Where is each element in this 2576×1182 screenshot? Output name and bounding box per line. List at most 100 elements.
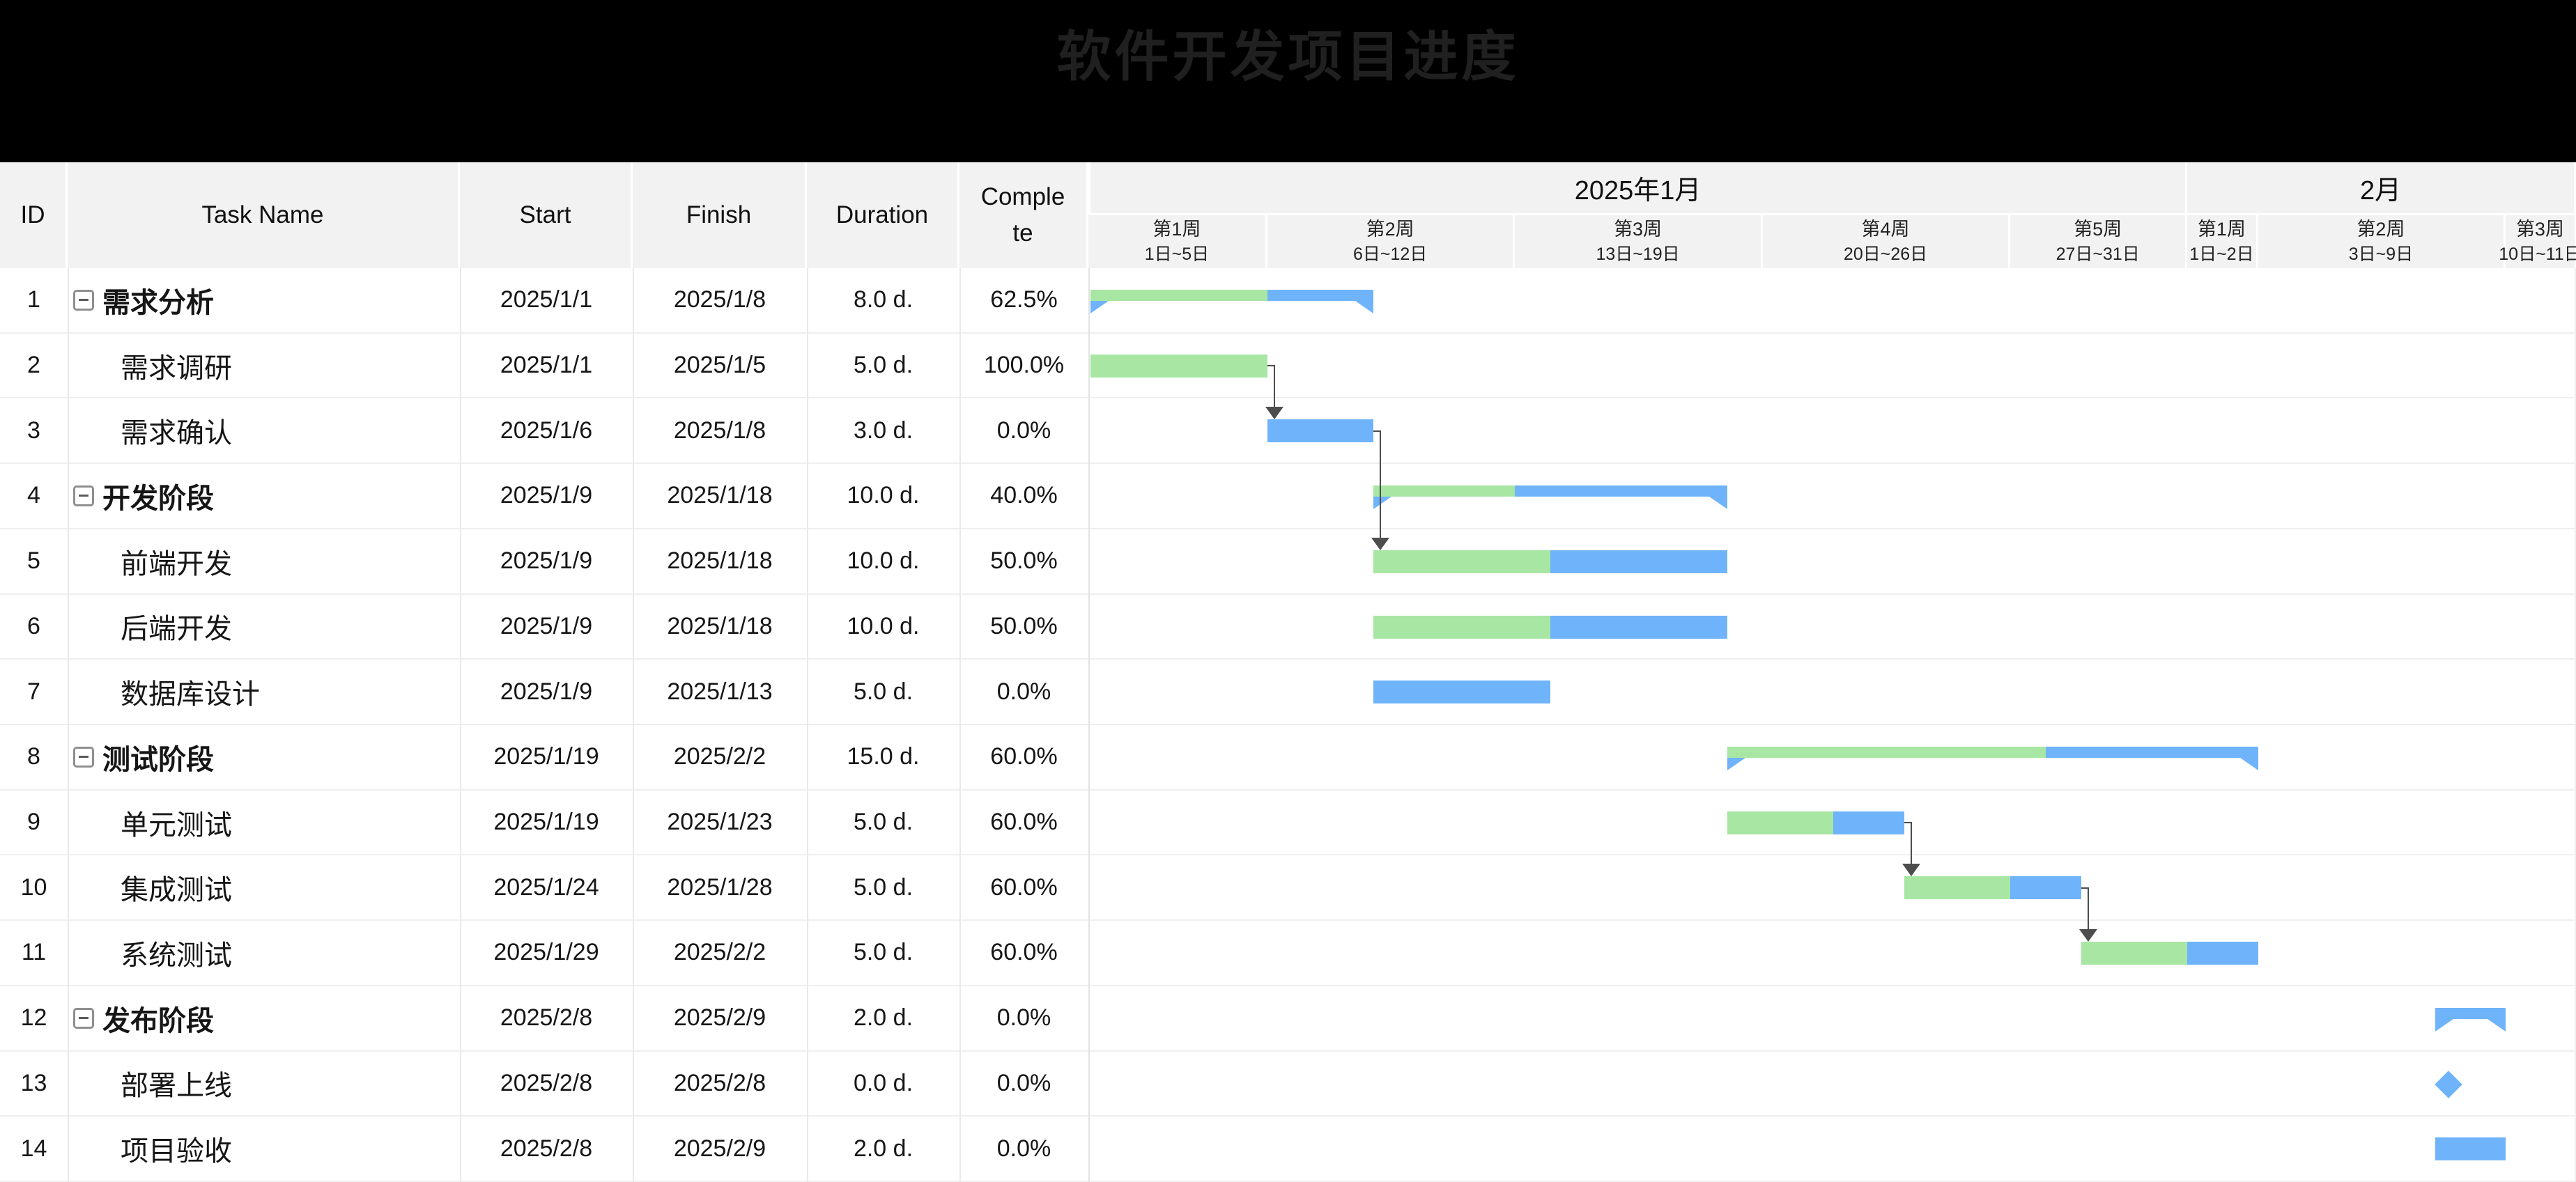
- task-name-cell[interactable]: 开发阶段: [68, 464, 460, 528]
- gantt-bar-task[interactable]: [1373, 681, 1551, 704]
- task-finish-cell[interactable]: 2025/1/13: [667, 678, 773, 705]
- gantt-bar-summary[interactable]: [1090, 290, 1374, 335]
- task-finish-cell[interactable]: 2025/1/18: [667, 547, 773, 575]
- task-name-cell[interactable]: 需求调研: [68, 334, 460, 398]
- task-duration-cell[interactable]: 8.0 d.: [853, 286, 913, 313]
- column-separator: [460, 268, 461, 1182]
- task-name-cell[interactable]: 系统测试: [68, 921, 460, 985]
- task-start-cell[interactable]: 2025/1/9: [500, 612, 593, 639]
- table-row: 1 需求分析 2025/1/1 2025/1/8 8.0 d. 62.5%: [0, 268, 2576, 334]
- task-finish-cell[interactable]: 2025/1/28: [667, 873, 773, 901]
- task-complete-cell[interactable]: 40.0%: [990, 482, 1058, 509]
- timeline-end-gridline: [2574, 268, 2576, 1182]
- task-name-cell[interactable]: 单元测试: [68, 791, 460, 855]
- task-name-label: 发布阶段: [102, 1004, 214, 1036]
- task-duration-cell[interactable]: 15.0 d.: [847, 743, 920, 770]
- gantt-bar-task[interactable]: [1373, 550, 1728, 573]
- task-duration-cell[interactable]: 10.0 d.: [847, 482, 920, 509]
- week-header-cell: 第1周 1日~5日: [1088, 215, 1265, 268]
- gantt-bar-task[interactable]: [1373, 615, 1728, 639]
- task-complete-cell[interactable]: 0.0%: [996, 1069, 1051, 1096]
- task-start-cell[interactable]: 2025/1/1: [500, 352, 593, 379]
- gantt-bar-summary[interactable]: [1373, 485, 1728, 531]
- dependency-arrow-icon: [1371, 537, 1390, 550]
- task-name-cell[interactable]: 需求确认: [68, 398, 460, 462]
- task-name-cell[interactable]: 数据库设计: [68, 660, 460, 724]
- gantt-bar-task[interactable]: [2081, 942, 2258, 965]
- task-start-cell[interactable]: 2025/1/9: [500, 547, 593, 575]
- task-complete-cell[interactable]: 60.0%: [990, 873, 1058, 901]
- task-name-cell[interactable]: 后端开发: [68, 595, 460, 659]
- task-finish-cell[interactable]: 2025/2/9: [673, 1004, 766, 1032]
- collapse-toggle-icon[interactable]: [73, 289, 94, 311]
- gantt-bar-task[interactable]: [1727, 811, 1904, 834]
- task-start-cell[interactable]: 2025/1/24: [493, 873, 599, 901]
- gantt-bar-task[interactable]: [1904, 876, 2081, 900]
- task-start-cell[interactable]: 2025/2/8: [500, 1135, 593, 1162]
- collapse-toggle-icon[interactable]: [73, 1007, 94, 1029]
- task-complete-cell[interactable]: 0.0%: [996, 417, 1051, 444]
- gantt-bar-summary[interactable]: [2435, 1007, 2506, 1053]
- task-name-cell[interactable]: 部署上线: [68, 1052, 460, 1116]
- task-duration-cell[interactable]: 10.0 d.: [847, 547, 920, 575]
- task-duration-cell[interactable]: 5.0 d.: [853, 678, 913, 705]
- task-finish-cell[interactable]: 2025/2/9: [673, 1135, 766, 1162]
- gantt-bar-task[interactable]: [1267, 419, 1374, 443]
- task-start-cell[interactable]: 2025/1/9: [500, 482, 593, 509]
- collapse-toggle-icon[interactable]: [73, 485, 94, 506]
- task-duration-cell[interactable]: 5.0 d.: [853, 352, 913, 379]
- gantt-bar-task[interactable]: [2435, 1137, 2506, 1161]
- task-complete-cell[interactable]: 0.0%: [996, 678, 1051, 705]
- week-label: 第1周: [1152, 219, 1201, 240]
- title-bar: 软件开发项目进度: [0, 0, 2576, 162]
- task-finish-cell[interactable]: 2025/2/2: [673, 743, 766, 770]
- gantt-bar-task[interactable]: [1090, 354, 1267, 378]
- task-finish-cell[interactable]: 2025/1/5: [673, 352, 766, 379]
- task-duration-cell[interactable]: 10.0 d.: [847, 612, 920, 639]
- task-bar-progress: [1373, 550, 1551, 573]
- task-duration-cell[interactable]: 3.0 d.: [853, 417, 913, 444]
- task-complete-cell[interactable]: 0.0%: [996, 1135, 1051, 1162]
- task-finish-cell[interactable]: 2025/2/8: [673, 1069, 766, 1096]
- task-start-cell[interactable]: 2025/2/8: [500, 1004, 593, 1032]
- task-finish-cell[interactable]: 2025/1/18: [667, 612, 773, 639]
- task-start-cell[interactable]: 2025/1/19: [493, 743, 599, 770]
- task-finish-cell[interactable]: 2025/1/8: [673, 286, 766, 313]
- task-complete-cell[interactable]: 60.0%: [990, 809, 1058, 836]
- gantt-bar-summary[interactable]: [1727, 746, 2258, 792]
- task-name-cell[interactable]: 项目验收: [68, 1117, 460, 1181]
- task-start-cell[interactable]: 2025/1/9: [500, 678, 593, 705]
- task-duration-cell[interactable]: 5.0 d.: [853, 809, 913, 836]
- task-complete-cell[interactable]: 60.0%: [990, 939, 1058, 966]
- table-row: 10 集成测试 2025/1/24 2025/1/28 5.0 d. 60.0%: [0, 855, 2576, 922]
- task-complete-cell[interactable]: 100.0%: [983, 352, 1065, 379]
- task-name-cell[interactable]: 发布阶段: [68, 986, 460, 1050]
- collapse-toggle-icon[interactable]: [73, 746, 94, 768]
- task-finish-cell[interactable]: 2025/2/2: [673, 939, 766, 966]
- task-duration-cell[interactable]: 0.0 d.: [853, 1069, 913, 1096]
- task-start-cell[interactable]: 2025/1/19: [493, 809, 599, 836]
- task-complete-cell[interactable]: 62.5%: [990, 286, 1058, 313]
- task-finish-cell[interactable]: 2025/1/8: [673, 417, 766, 444]
- week-date-range: 20日~26日: [1843, 244, 1928, 264]
- task-duration-cell[interactable]: 2.0 d.: [853, 1004, 913, 1032]
- task-name-cell[interactable]: 测试阶段: [68, 725, 460, 789]
- task-duration-cell[interactable]: 5.0 d.: [853, 873, 913, 901]
- task-start-cell[interactable]: 2025/2/8: [500, 1069, 593, 1096]
- dependency-arrow-icon: [1265, 407, 1283, 420]
- task-name-cell[interactable]: 前端开发: [68, 529, 460, 593]
- task-name-cell[interactable]: 集成测试: [68, 855, 460, 919]
- task-complete-cell[interactable]: 60.0%: [990, 743, 1058, 770]
- task-complete-cell[interactable]: 50.0%: [990, 547, 1058, 575]
- task-complete-cell[interactable]: 50.0%: [990, 612, 1058, 639]
- task-start-cell[interactable]: 2025/1/6: [500, 417, 593, 444]
- task-name-cell[interactable]: 需求分析: [68, 268, 460, 332]
- task-start-cell[interactable]: 2025/1/29: [493, 939, 599, 966]
- task-finish-cell[interactable]: 2025/1/18: [667, 482, 773, 509]
- task-complete-cell[interactable]: 0.0%: [996, 1004, 1051, 1032]
- task-finish-cell[interactable]: 2025/1/23: [667, 809, 773, 836]
- task-duration-cell[interactable]: 5.0 d.: [853, 939, 913, 966]
- task-start-cell[interactable]: 2025/1/1: [500, 286, 593, 313]
- task-duration-cell[interactable]: 2.0 d.: [853, 1135, 913, 1162]
